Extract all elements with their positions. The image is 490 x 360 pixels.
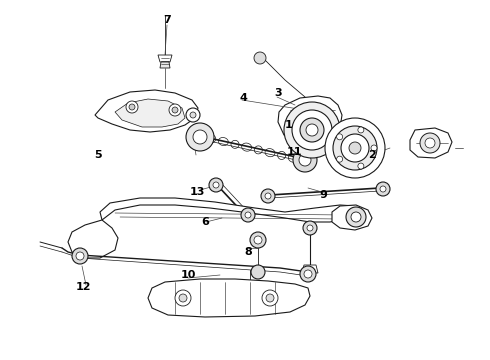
Text: 12: 12 — [75, 282, 91, 292]
Circle shape — [209, 178, 223, 192]
Circle shape — [300, 266, 316, 282]
Polygon shape — [95, 90, 198, 132]
Polygon shape — [278, 96, 342, 147]
Circle shape — [129, 104, 135, 110]
Circle shape — [371, 145, 377, 151]
Text: 3: 3 — [274, 88, 282, 98]
Circle shape — [254, 52, 266, 64]
Circle shape — [186, 123, 214, 151]
Text: 11: 11 — [286, 147, 302, 157]
Circle shape — [306, 124, 318, 136]
Circle shape — [172, 107, 178, 113]
Circle shape — [341, 134, 369, 162]
Circle shape — [72, 248, 88, 264]
Circle shape — [325, 118, 385, 178]
Circle shape — [333, 126, 377, 170]
Circle shape — [179, 294, 187, 302]
Circle shape — [190, 112, 196, 118]
Text: 9: 9 — [319, 190, 327, 200]
Circle shape — [241, 208, 255, 222]
Circle shape — [303, 221, 317, 235]
Text: 1: 1 — [285, 120, 293, 130]
Circle shape — [193, 130, 207, 144]
Text: 6: 6 — [201, 217, 209, 227]
Circle shape — [293, 148, 317, 172]
Circle shape — [76, 252, 84, 260]
Text: 2: 2 — [368, 150, 376, 160]
Polygon shape — [68, 220, 118, 258]
Circle shape — [213, 182, 219, 188]
Circle shape — [349, 142, 361, 154]
Circle shape — [351, 212, 361, 222]
Text: 13: 13 — [189, 187, 205, 197]
Circle shape — [337, 156, 343, 162]
Text: 4: 4 — [239, 93, 247, 103]
Circle shape — [420, 133, 440, 153]
Circle shape — [186, 108, 200, 122]
Polygon shape — [100, 198, 358, 222]
Circle shape — [251, 265, 265, 279]
Circle shape — [261, 189, 275, 203]
Circle shape — [304, 270, 312, 278]
Circle shape — [380, 186, 386, 192]
Polygon shape — [410, 128, 452, 158]
Text: 5: 5 — [94, 150, 102, 160]
Circle shape — [254, 236, 262, 244]
Text: 8: 8 — [244, 247, 252, 257]
Circle shape — [300, 118, 324, 142]
Polygon shape — [148, 279, 310, 317]
Circle shape — [346, 207, 366, 227]
Polygon shape — [158, 55, 172, 62]
Circle shape — [169, 104, 181, 116]
Circle shape — [126, 101, 138, 113]
Circle shape — [307, 225, 313, 231]
Text: 10: 10 — [180, 270, 196, 280]
Circle shape — [299, 154, 311, 166]
Polygon shape — [160, 62, 170, 68]
Circle shape — [425, 138, 435, 148]
Circle shape — [266, 294, 274, 302]
Circle shape — [337, 134, 343, 140]
Circle shape — [292, 110, 332, 150]
Circle shape — [262, 290, 278, 306]
Circle shape — [250, 232, 266, 248]
Polygon shape — [332, 205, 372, 230]
Circle shape — [245, 212, 251, 218]
Circle shape — [265, 193, 271, 199]
Circle shape — [358, 127, 364, 133]
Circle shape — [358, 163, 364, 169]
Circle shape — [284, 102, 340, 158]
Polygon shape — [302, 265, 318, 273]
Polygon shape — [115, 99, 185, 127]
Text: 7: 7 — [163, 15, 171, 25]
Circle shape — [376, 182, 390, 196]
Circle shape — [175, 290, 191, 306]
